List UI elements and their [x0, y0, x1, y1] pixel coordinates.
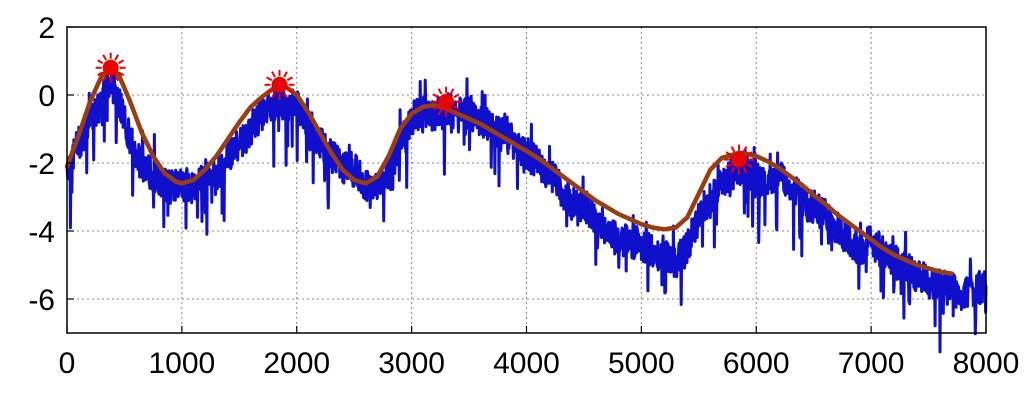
peak-marker-ray — [730, 146, 736, 153]
peak-marker-ray — [114, 75, 120, 82]
peak-marker-ray — [730, 166, 736, 174]
peak-marker-ray — [432, 105, 439, 111]
peak-marker-ray — [725, 163, 732, 168]
peak-marker-ray — [432, 93, 439, 99]
peak-marker-ray — [271, 71, 276, 78]
x-tick-label: 4000 — [493, 347, 560, 380]
peak-marker-ray — [266, 76, 273, 82]
marker-layer — [95, 52, 755, 175]
peak-marker-ray — [114, 54, 120, 61]
peak-marker-ray — [97, 71, 104, 77]
peak-marker-ray — [286, 88, 294, 94]
peak-marker-ray — [271, 92, 276, 99]
peak-marker-ray — [117, 71, 125, 77]
x-tick-label: 6000 — [723, 347, 790, 380]
x-tick-label: 2000 — [263, 347, 330, 380]
peak-marker-ray — [449, 88, 455, 95]
peak-marker-ray — [286, 76, 294, 82]
y-tick-label: 0 — [38, 80, 55, 113]
peak-marker-ray — [746, 163, 753, 168]
peak-marker — [264, 69, 295, 100]
peak-marker-ray — [746, 151, 753, 156]
peak-marker-ray — [117, 59, 125, 65]
y-tick-label: 2 — [38, 12, 55, 45]
x-tick-label: 8000 — [953, 347, 1020, 380]
x-tick-label: 7000 — [838, 347, 905, 380]
x-tick-label: 5000 — [608, 347, 675, 380]
peak-marker-ray — [283, 92, 288, 99]
peak-marker-ray — [453, 105, 460, 111]
axis-ticks: 0 1000 2000 3000 4000 5000 6000 7000 8000 2 0 -2 -4 -… — [28, 12, 1019, 380]
peak-marker-ray — [742, 166, 748, 174]
x-tick-label: 3000 — [378, 347, 445, 380]
y-tick-label: -4 — [28, 216, 55, 249]
peak-marker-dot — [271, 76, 288, 93]
peak-marker — [95, 52, 126, 83]
y-tick-label: -2 — [28, 148, 55, 181]
peak-marker-ray — [97, 59, 104, 65]
peak-marker-dot — [438, 93, 455, 110]
peak-marker-ray — [283, 71, 288, 78]
peak-marker-ray — [102, 54, 108, 61]
peak-marker-ray — [725, 151, 732, 156]
peak-marker-ray — [742, 146, 748, 153]
x-tick-label: 0 — [59, 347, 76, 380]
peak-marker-ray — [102, 75, 108, 82]
y-tick-label: -6 — [28, 284, 55, 317]
peak-marker — [431, 86, 462, 117]
peak-marker-ray — [449, 109, 455, 116]
series-layer — [64, 65, 988, 354]
peak-marker-ray — [266, 88, 273, 94]
peak-marker-dot — [102, 59, 119, 76]
peak-marker-ray — [437, 88, 443, 95]
peak-marker — [724, 144, 755, 175]
peak-marker-ray — [437, 109, 443, 116]
smooth-trend-series — [64, 65, 954, 276]
peak-marker-dot — [731, 151, 748, 168]
x-tick-label: 1000 — [149, 347, 216, 380]
peak-marker-ray — [453, 93, 460, 99]
